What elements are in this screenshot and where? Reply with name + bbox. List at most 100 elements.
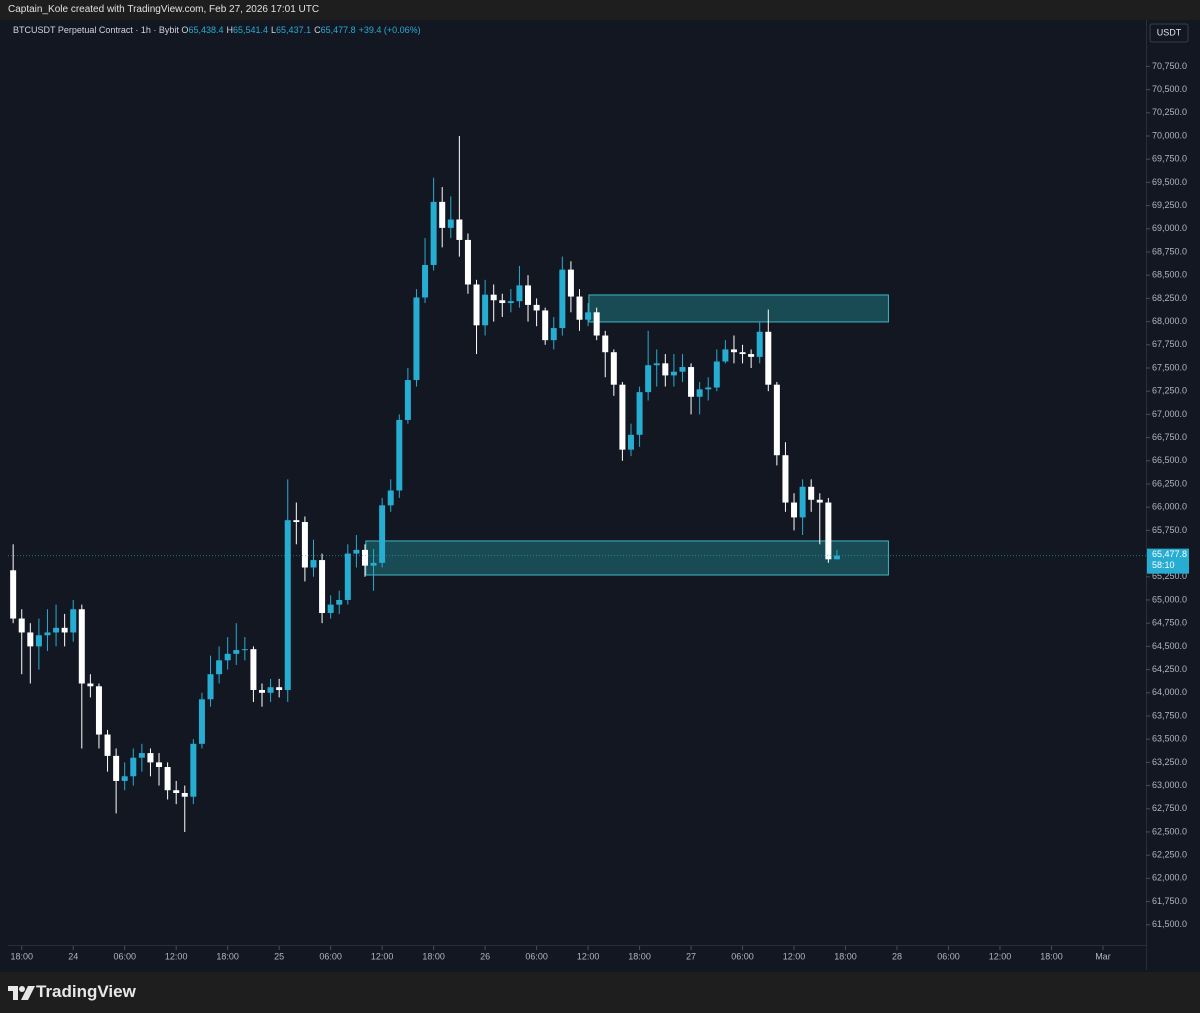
candle-body — [593, 312, 600, 336]
candle-body — [833, 555, 840, 560]
candle-body — [319, 560, 326, 613]
candle-body — [490, 294, 497, 301]
candle-body — [276, 687, 283, 690]
candle-body — [542, 310, 549, 341]
y-tick-label: 66,750.0 — [1152, 432, 1187, 442]
x-tick-label: 24 — [68, 951, 78, 961]
y-tick-label: 69,250.0 — [1152, 200, 1187, 210]
candle-body — [602, 335, 609, 353]
candle-body — [233, 650, 240, 654]
candle-body — [87, 683, 94, 687]
candle-body — [173, 790, 180, 793]
candle-body — [756, 331, 763, 357]
candle-body — [293, 520, 300, 523]
candle-body — [645, 365, 652, 393]
candle-body — [739, 352, 746, 355]
x-tick-label: 18:00 — [628, 951, 651, 961]
candle-body — [730, 349, 737, 353]
ohlc-key: C — [314, 25, 321, 35]
countdown: 58:10 — [1152, 560, 1175, 570]
candle-body — [808, 486, 815, 500]
y-tick-label: 67,750.0 — [1152, 339, 1187, 349]
candle-body — [259, 689, 266, 693]
candle-body — [748, 354, 755, 357]
candle-body — [370, 562, 377, 566]
y-tick-label: 70,500.0 — [1152, 84, 1187, 94]
candle-body — [447, 219, 454, 228]
y-tick-label: 62,000.0 — [1152, 873, 1187, 883]
candle-body — [610, 352, 617, 385]
y-tick-label: 67,000.0 — [1152, 409, 1187, 419]
candle-body — [344, 553, 351, 600]
candle-body — [422, 264, 429, 298]
candle-body — [713, 361, 720, 388]
x-tick-label: 12:00 — [989, 951, 1012, 961]
x-tick-label: 06:00 — [113, 951, 136, 961]
x-tick-label: 06:00 — [525, 951, 548, 961]
candle-body — [130, 757, 137, 777]
candle-body — [705, 387, 712, 390]
x-tick-label: 18:00 — [216, 951, 239, 961]
candle-body — [353, 549, 360, 554]
x-tick-label: 26 — [480, 951, 490, 961]
candle-body — [241, 649, 248, 651]
candle-body — [387, 490, 394, 506]
candle-body — [138, 753, 145, 758]
y-tick-label: 69,750.0 — [1152, 154, 1187, 164]
currency: USDT — [1157, 27, 1182, 37]
candle-body — [782, 455, 789, 503]
candle-body — [499, 300, 506, 304]
y-tick-label: 69,500.0 — [1152, 177, 1187, 187]
candle-body — [224, 653, 231, 661]
candle-body — [53, 627, 60, 633]
candle-body — [198, 699, 205, 744]
price-change: +39.4 (+0.06%) — [358, 25, 421, 35]
x-tick-label: 12:00 — [783, 951, 806, 961]
y-tick-label: 66,250.0 — [1152, 478, 1187, 488]
y-tick-label: 68,250.0 — [1152, 293, 1187, 303]
ohlc-value: 65,477.8 — [320, 25, 356, 35]
x-tick-label: 06:00 — [319, 951, 342, 961]
candle-body — [636, 392, 643, 435]
candle-body — [533, 304, 540, 311]
y-tick-label: 70,000.0 — [1152, 130, 1187, 140]
candle-body — [799, 486, 806, 518]
y-tick-label: 64,250.0 — [1152, 664, 1187, 674]
candle-body — [216, 660, 223, 675]
candle-body — [379, 505, 386, 563]
footer: TradingView — [0, 972, 1200, 1013]
candle-body — [619, 384, 626, 450]
y-tick-label: 67,250.0 — [1152, 386, 1187, 396]
candle-body — [559, 269, 566, 329]
brand: TradingView — [36, 982, 136, 1001]
candle-body — [396, 419, 403, 491]
x-tick-label: 06:00 — [937, 951, 960, 961]
x-tick-label: 18:00 — [422, 951, 445, 961]
y-tick-label: 64,750.0 — [1152, 618, 1187, 628]
candle-body — [482, 294, 489, 326]
candle-body — [121, 776, 128, 781]
candle-body — [525, 285, 532, 305]
y-tick-label: 62,250.0 — [1152, 850, 1187, 860]
y-tick-label: 70,250.0 — [1152, 107, 1187, 117]
x-tick-label: 25 — [274, 951, 284, 961]
ohlc-key: L — [271, 25, 277, 35]
x-tick-label: 12:00 — [577, 951, 600, 961]
ohlc-value: 65,438.4 — [188, 25, 224, 35]
candle-body — [585, 312, 592, 320]
candle-body — [404, 380, 411, 420]
candle-body — [413, 297, 420, 381]
candle-body — [35, 635, 42, 647]
candle-body — [576, 296, 583, 320]
y-tick-label: 61,500.0 — [1152, 919, 1187, 929]
y-tick-label: 67,500.0 — [1152, 362, 1187, 372]
currency-box[interactable] — [1149, 23, 1189, 43]
candle-body — [473, 284, 480, 326]
candle-body — [765, 331, 772, 385]
x-tick-label: 28 — [892, 951, 902, 961]
candle-body — [10, 570, 17, 619]
candle-body — [301, 522, 308, 568]
candle-body — [464, 239, 471, 285]
x-tick-label: 12:00 — [371, 951, 394, 961]
